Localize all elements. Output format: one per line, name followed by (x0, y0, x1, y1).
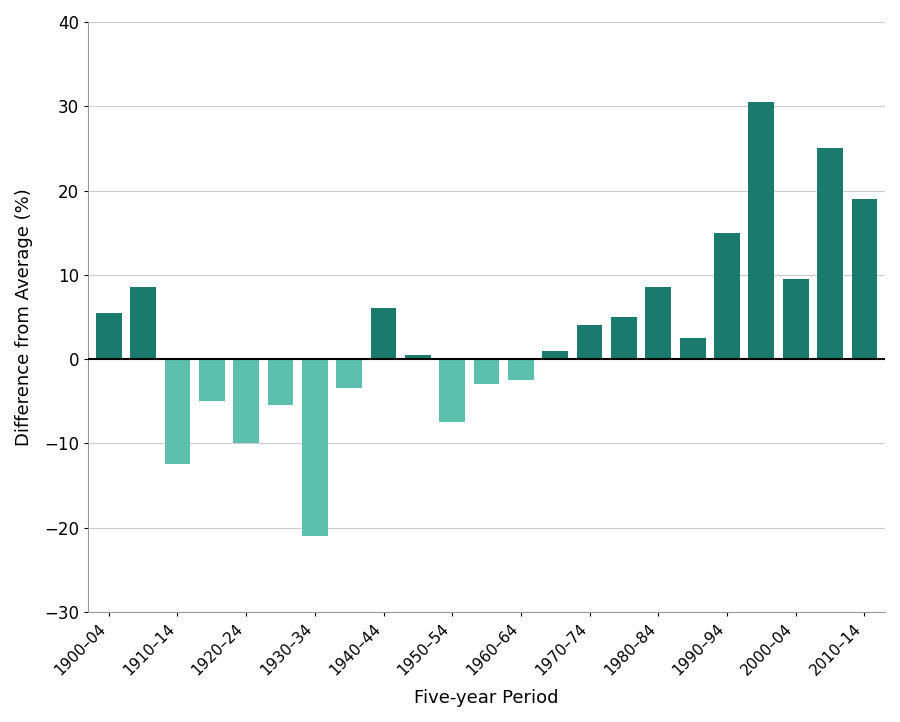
Bar (130, 287, 156, 359)
Bar (371, 308, 396, 359)
Bar (783, 279, 808, 359)
Bar (96, 313, 122, 359)
Bar (680, 338, 706, 359)
Bar (749, 102, 774, 359)
Y-axis label: Difference from Average (%): Difference from Average (%) (15, 188, 33, 445)
Bar (267, 359, 293, 405)
X-axis label: Five-year Period: Five-year Period (414, 689, 559, 707)
Bar (439, 359, 465, 422)
Bar (645, 287, 671, 359)
Bar (851, 199, 878, 359)
Bar (817, 149, 843, 359)
Bar (543, 351, 568, 359)
Bar (337, 359, 362, 388)
Bar (508, 359, 534, 380)
Bar (405, 355, 431, 359)
Bar (302, 359, 328, 536)
Bar (714, 232, 740, 359)
Bar (577, 326, 602, 359)
Bar (165, 359, 190, 464)
Bar (199, 359, 225, 401)
Bar (611, 317, 637, 359)
Bar (473, 359, 500, 384)
Bar (233, 359, 259, 443)
